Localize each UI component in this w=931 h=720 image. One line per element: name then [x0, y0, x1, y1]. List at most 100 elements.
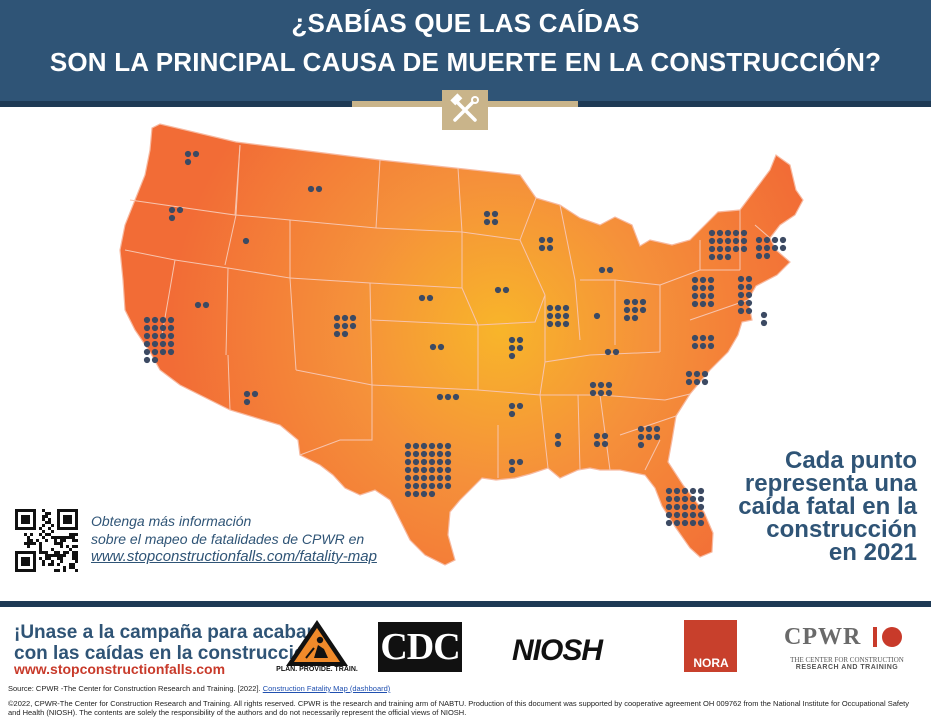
plan-provide-train-logo[interactable]: [284, 618, 350, 676]
qr-module: [57, 542, 60, 545]
fatality-dot: [508, 344, 516, 352]
qr-module: [39, 545, 42, 548]
fatality-dot: [673, 519, 681, 527]
qr-code[interactable]: [15, 509, 78, 572]
fatality-dot: [143, 332, 151, 340]
legend-line-5: en 2021: [828, 539, 917, 566]
fatality-dot: [699, 292, 707, 300]
fatality-dot: [349, 314, 357, 322]
cpwr-logo-text[interactable]: CPWR: [784, 624, 862, 650]
fatality-dot: [693, 370, 701, 378]
fatality-dot: [637, 433, 645, 441]
fatality-dot: [333, 330, 341, 338]
fatality-dot: [428, 474, 436, 482]
fatality-dot: [760, 311, 768, 319]
fatality-dot: [508, 352, 516, 360]
qr-module: [42, 509, 45, 512]
qr-module: [57, 569, 60, 572]
fatality-dot: [724, 253, 732, 261]
fatality-dot: [404, 450, 412, 458]
fatality-dot: [428, 442, 436, 450]
fatality-dot: [699, 300, 707, 308]
nora-logo[interactable]: [684, 620, 737, 672]
copyright-notice: ©2022, CPWR-The Center for Construction …: [8, 699, 909, 717]
fatality-dot: [755, 252, 763, 260]
fatality-dot: [589, 389, 597, 397]
fatality-dot: [243, 398, 251, 406]
fatality-dot: [494, 286, 502, 294]
fatality-dot: [623, 306, 631, 314]
fatality-dot: [699, 284, 707, 292]
fatality-dot: [631, 298, 639, 306]
fatality-dot: [420, 450, 428, 458]
fatality-dot: [716, 237, 724, 245]
qr-module: [54, 536, 57, 539]
fatality-dot: [716, 245, 724, 253]
fatality-dot: [194, 301, 202, 309]
qr-module: [57, 563, 60, 566]
qr-module: [24, 533, 27, 536]
qr-module: [48, 533, 51, 536]
source-link[interactable]: Construction Fatality Map (dashboard): [262, 684, 391, 693]
fatality-dot: [755, 236, 763, 244]
niosh-logo[interactable]: NIOSH: [512, 634, 603, 667]
fatality-dot: [159, 348, 167, 356]
fatality-dot: [699, 334, 707, 342]
fatality-dot: [697, 519, 705, 527]
fatality-dot: [452, 393, 460, 401]
fatality-dot: [242, 237, 250, 245]
fatality-dot: [707, 334, 715, 342]
fatality-dot: [737, 299, 745, 307]
fatality-dot: [623, 298, 631, 306]
fatality-dot: [763, 244, 771, 252]
fatality-dot: [653, 425, 661, 433]
qr-module: [63, 551, 66, 554]
fatality-dot: [538, 236, 546, 244]
fatality-dot: [412, 490, 420, 498]
fatality-dot: [681, 487, 689, 495]
fatality-dot: [701, 378, 709, 386]
qr-module: [42, 530, 45, 533]
fatality-dot: [243, 390, 251, 398]
qr-module: [39, 527, 42, 530]
fatality-dot: [437, 343, 445, 351]
fatality-map-link[interactable]: www.stopconstructionfalls.com/fatality-m…: [91, 548, 377, 565]
fatality-dot: [151, 348, 159, 356]
fatality-dot: [697, 495, 705, 503]
fatality-dot: [546, 236, 554, 244]
fatality-dot: [307, 185, 315, 193]
fatality-dot: [763, 252, 771, 260]
fatality-dot: [631, 314, 639, 322]
qr-module: [45, 521, 48, 524]
qr-module: [42, 518, 45, 521]
fatality-dot: [176, 206, 184, 214]
fatality-dot: [554, 312, 562, 320]
fatality-dot: [508, 458, 516, 466]
cdc-logo[interactable]: CDC: [378, 622, 462, 672]
fatality-dot: [665, 487, 673, 495]
fatality-dot: [673, 503, 681, 511]
qr-module: [30, 542, 33, 545]
fatality-dot: [508, 410, 516, 418]
fatality-dot: [685, 378, 693, 386]
fatality-dot: [404, 482, 412, 490]
fatality-dot: [631, 306, 639, 314]
fatality-dot: [737, 291, 745, 299]
qr-module: [60, 536, 63, 539]
fatality-dot: [593, 440, 601, 448]
fatality-dot: [436, 442, 444, 450]
qr-module: [42, 563, 45, 566]
fatality-dot: [601, 432, 609, 440]
fatality-dot: [779, 244, 787, 252]
qr-module: [54, 554, 57, 557]
qr-module: [21, 557, 30, 566]
qr-module: [21, 515, 30, 524]
fatality-dot: [598, 266, 606, 274]
campaign-link[interactable]: www.stopconstructionfalls.com: [14, 661, 226, 677]
source-citation: Source: CPWR -The Center for Constructio…: [8, 684, 390, 693]
fatality-dot: [554, 432, 562, 440]
fatality-dot: [745, 275, 753, 283]
qr-module: [60, 554, 63, 557]
fatality-dot: [412, 466, 420, 474]
fatality-dot: [779, 236, 787, 244]
